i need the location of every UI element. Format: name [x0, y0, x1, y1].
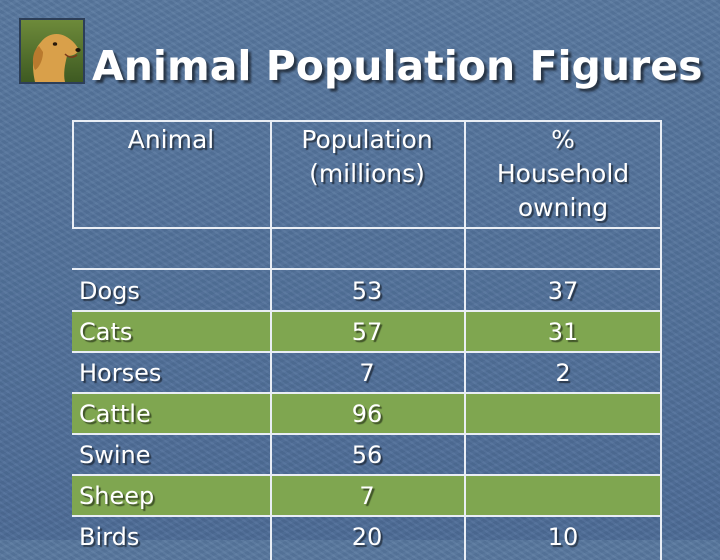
grid-line-header [72, 227, 662, 229]
cell-household-owning: 31 [547, 317, 579, 346]
cell-population: 57 [351, 317, 383, 346]
cell-household-owning: 37 [547, 276, 579, 305]
cell-population: 7 [359, 481, 375, 510]
table-header-row: Animal Population (millions) % Household… [72, 120, 662, 228]
grid-line-top [72, 120, 662, 122]
header-household-owning: % Household owning [496, 125, 630, 222]
cell-household-owning [464, 475, 662, 516]
grid-line-column [464, 120, 466, 560]
grid-line-row [72, 515, 662, 517]
cell-population: 96 [351, 399, 383, 428]
table-row: Horses 7 2 [72, 352, 662, 393]
grid-line-row [72, 392, 662, 394]
cell-animal: Cattle [79, 399, 151, 428]
table-row: Dogs 53 37 [72, 270, 662, 311]
page-title: Animal Population Figures [92, 42, 703, 90]
grid-line-spacer [72, 268, 662, 270]
cell-household-owning: 2 [555, 358, 571, 387]
grid-line-column [72, 120, 74, 228]
header-animal: Animal [127, 125, 215, 154]
header-population: Population (millions) [301, 125, 433, 188]
cell-household-owning [464, 393, 662, 434]
cell-animal: Sheep [79, 481, 155, 510]
cell-animal: Cats [79, 317, 133, 346]
cell-animal: Birds [79, 522, 140, 551]
cell-population: 53 [351, 276, 383, 305]
cell-animal: Horses [79, 358, 162, 387]
grid-line-column [660, 120, 662, 560]
cell-population: 7 [359, 358, 375, 387]
grid-line-column [270, 120, 272, 560]
grid-line-row [72, 474, 662, 476]
grid-line-row [72, 310, 662, 312]
table-row: Sheep 7 [72, 475, 662, 516]
cell-population: 20 [351, 522, 383, 551]
cell-animal: Swine [79, 440, 151, 469]
table-row: Swine 56 [72, 434, 662, 475]
cell-household-owning [464, 434, 662, 475]
dog-photo-logo [19, 18, 85, 84]
table-row: Cats 57 31 [72, 311, 662, 352]
population-table: Animal Population (millions) % Household… [72, 120, 662, 560]
table-spacer-row [72, 228, 662, 270]
table-row: Cattle 96 [72, 393, 662, 434]
cell-population: 56 [351, 440, 383, 469]
grid-line-row [72, 351, 662, 353]
table-row: Birds 20 10 [72, 516, 662, 557]
cell-animal: Dogs [79, 276, 140, 305]
golden-retriever-icon [21, 20, 83, 82]
cell-household-owning: 10 [547, 522, 579, 551]
grid-line-row [72, 433, 662, 435]
